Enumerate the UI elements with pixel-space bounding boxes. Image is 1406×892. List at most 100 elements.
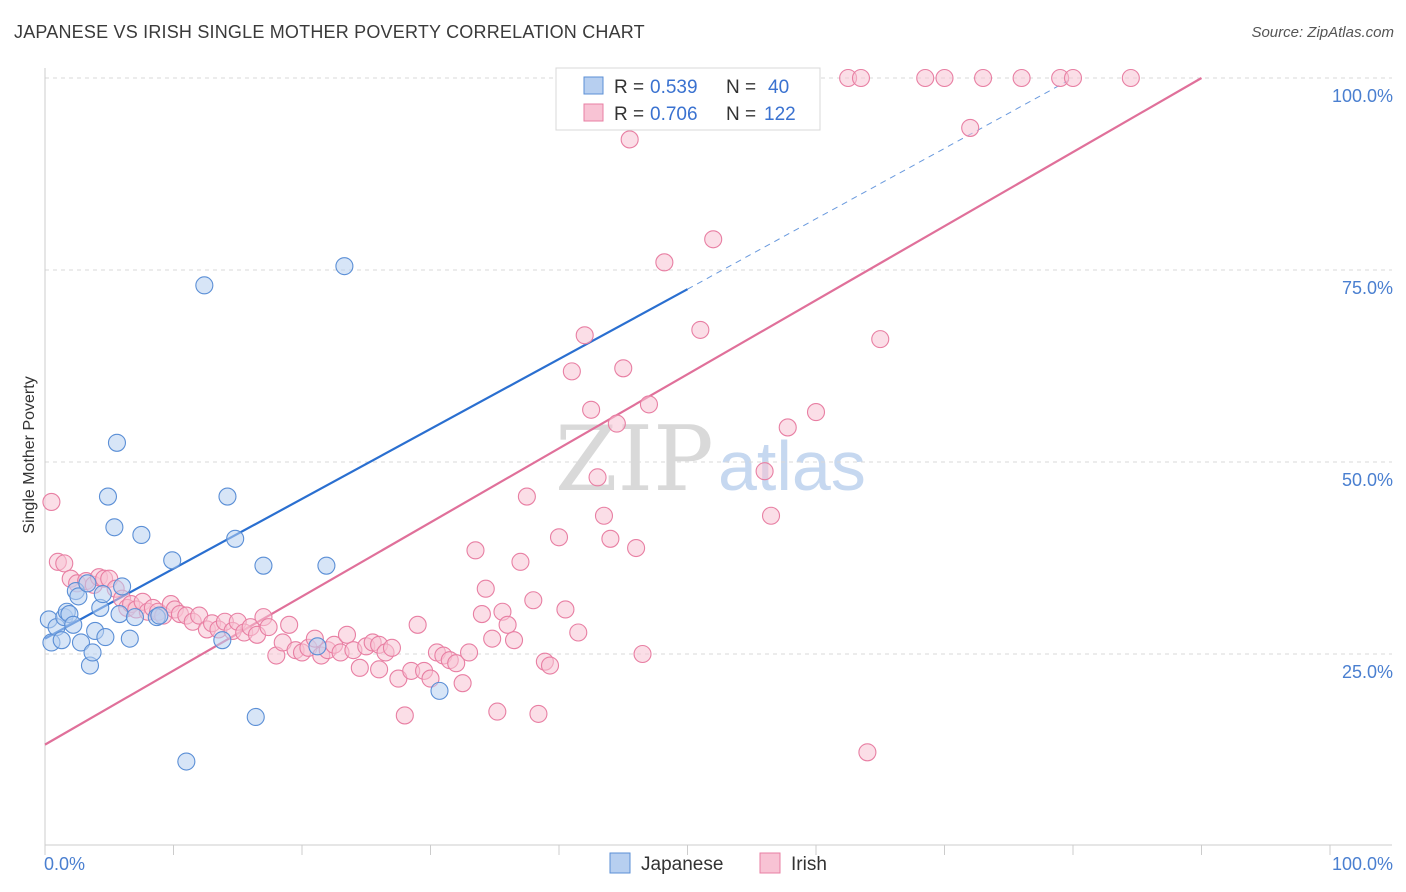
point-irish-87 [582,400,601,419]
legend-bottom-irish: Irish [791,854,827,875]
legend-bottom-japanese: Japanese [641,854,723,875]
legend-irish-n-label: N = [726,104,756,125]
point-japanese-37 [335,257,354,276]
point-japanese-13 [83,643,102,662]
point-irish-69 [472,605,491,624]
legend-japanese-r-value: 0.539 [650,77,698,98]
series-legend: Japanese Irish [609,852,827,875]
y-tick-label-25: 25.0% [1342,662,1393,682]
x-tick-label-100: 100.0% [1332,854,1393,874]
point-japanese-17 [96,628,115,647]
point-irish-84 [562,362,581,381]
point-irish-66 [453,674,472,693]
y-tick-label-50: 50.0% [1342,470,1393,490]
point-japanese-33 [246,707,265,727]
point-irish-77 [517,487,536,506]
point-japanese-7 [64,615,83,634]
point-irish-2 [55,554,74,573]
point-irish-48 [337,625,357,644]
y-tick-label-75: 75.0% [1342,278,1393,298]
chart-title: JAPANESE VS IRISH SINGLE MOTHER POVERTY … [14,22,645,42]
point-irish-103 [755,462,774,481]
point-irish-93 [620,130,639,149]
point-irish-113 [935,68,954,88]
point-irish-91 [607,414,626,433]
point-irish-67 [459,643,479,662]
legend-irish-r-value: 0.706 [650,104,698,125]
source-label: Source: ZipAtlas.com [1251,24,1394,41]
point-irish-79 [529,704,548,723]
point-japanese-39 [150,606,169,625]
point-japanese-31 [218,487,237,506]
point-japanese-38 [430,681,449,700]
point-irish-116 [1012,68,1031,88]
trend-line-japanese-extension [687,77,1074,290]
data-points [39,68,1140,771]
stats-legend: R = 0.539 N = 40 R = 0.706 N = 122 [555,67,821,131]
point-irish-121 [370,660,389,679]
point-irish-92 [614,359,633,378]
point-japanese-27 [163,551,182,570]
point-irish-100 [704,230,723,249]
legend-japanese-n-value: 40 [768,77,789,98]
point-irish-111 [871,330,890,349]
point-irish-120 [655,253,674,272]
point-japanese-30 [213,631,232,650]
point-japanese-34 [254,556,273,575]
point-irish-55 [382,638,402,657]
point-irish-82 [549,528,569,547]
point-irish-83 [556,600,575,619]
point-irish-57 [395,706,414,725]
legend-irish-n-value: 122 [764,104,796,125]
point-irish-81 [540,656,560,675]
point-irish-96 [639,395,659,414]
point-irish-115 [973,68,993,88]
axes [44,68,1392,855]
point-japanese-10 [71,633,91,652]
legend-swatch-irish [583,103,604,122]
point-irish-104 [761,506,781,525]
point-irish-65 [447,654,466,673]
point-irish-107 [806,403,826,422]
point-irish-61 [421,669,440,688]
point-japanese-20 [107,433,127,452]
point-irish-70 [476,579,495,598]
point-japanese-3 [52,631,71,650]
point-irish-59 [408,615,427,634]
x-tick-labels: 0.0% 100.0% [44,854,1393,874]
point-japanese-35 [317,556,336,575]
legend-irish-r-label: R = [614,104,644,125]
point-japanese-32 [226,529,245,548]
y-tick-label-100: 100.0% [1332,86,1393,106]
point-irish-99 [691,320,710,339]
point-irish-86 [575,326,594,345]
point-irish-75 [504,631,524,650]
point-irish-88 [588,468,607,487]
point-japanese-11 [78,574,97,593]
x-tick-label-0: 0.0% [44,854,85,874]
y-axis-label: Single Mother Poverty [21,376,38,533]
point-irish-72 [488,702,507,721]
point-japanese-18 [98,487,118,506]
point-irish-90 [601,529,620,548]
point-irish-95 [633,644,652,664]
watermark-zip: ZIP [555,407,714,512]
gridlines [45,77,1392,655]
point-irish-109 [851,68,871,88]
point-japanese-25 [132,525,151,545]
watermark-atlas: atlas [718,427,866,505]
point-irish-78 [524,591,543,610]
point-japanese-9 [69,587,88,606]
point-japanese-36 [308,637,327,656]
y-tick-labels: 25.0% 50.0% 75.0% 100.0% [1332,86,1393,682]
point-irish-71 [483,629,502,648]
point-irish-50 [350,658,369,677]
point-japanese-19 [105,518,124,537]
point-irish-39 [280,615,299,634]
point-irish-94 [627,538,646,558]
point-japanese-16 [93,585,112,604]
point-japanese-28 [177,752,196,771]
point-irish-114 [961,118,980,137]
point-japanese-29 [195,276,214,295]
